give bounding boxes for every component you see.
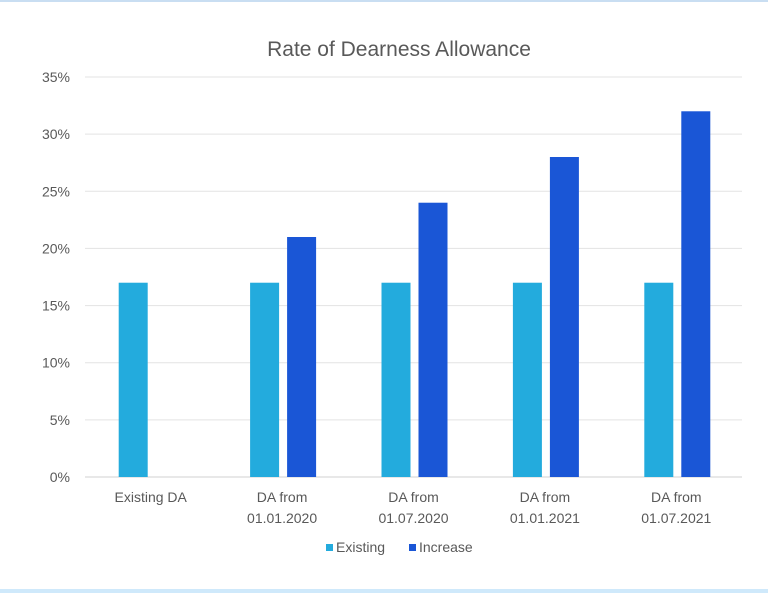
x-tick-label: Existing DA <box>115 489 188 505</box>
y-tick-label: 0% <box>50 469 70 485</box>
y-tick-label: 10% <box>42 355 70 371</box>
legend-label-increase: Increase <box>419 539 473 555</box>
y-tick-label: 35% <box>42 69 70 85</box>
bottom-border <box>0 589 768 593</box>
x-tick-label: DA from <box>257 489 308 505</box>
bar-existing <box>381 282 411 477</box>
top-border <box>0 0 768 2</box>
bar-increase <box>287 237 317 477</box>
y-tick-label: 30% <box>42 126 70 142</box>
chart-title: Rate of Dearness Allowance <box>267 38 531 61</box>
x-tick-label: DA from <box>651 489 702 505</box>
x-tick-label: 01.07.2020 <box>378 510 448 526</box>
bar-existing <box>118 282 148 477</box>
bar-existing <box>250 282 280 477</box>
legend-swatch-increase <box>409 544 416 551</box>
y-tick-label: 20% <box>42 240 70 256</box>
legend-swatch-existing <box>326 544 333 551</box>
y-tick-label: 25% <box>42 183 70 199</box>
legend-label-existing: Existing <box>336 539 385 555</box>
x-tick-label: DA from <box>388 489 439 505</box>
x-tick-label: 01.01.2021 <box>510 510 580 526</box>
bar-increase <box>549 157 579 477</box>
bar-existing <box>512 282 542 477</box>
x-tick-label: 01.01.2020 <box>247 510 317 526</box>
bar-increase <box>681 111 711 478</box>
bar-existing <box>644 282 674 477</box>
bar-increase <box>418 202 448 477</box>
x-tick-label: 01.07.2021 <box>641 510 711 526</box>
y-tick-label: 5% <box>50 412 70 428</box>
x-tick-label: DA from <box>520 489 571 505</box>
y-tick-label: 15% <box>42 298 70 314</box>
